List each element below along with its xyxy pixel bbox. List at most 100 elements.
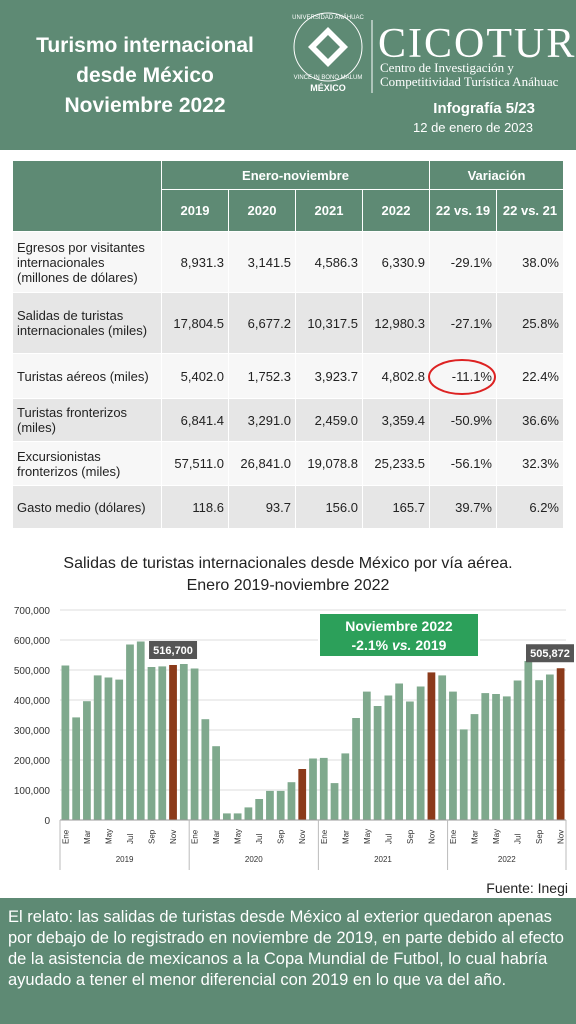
cell: 1,752.3 [228, 353, 296, 399]
cell: 3,141.5 [228, 231, 296, 293]
bar [502, 696, 511, 820]
annotation-text: -2.1% vs. 2019 [320, 636, 478, 655]
x-tick-label: Ene [61, 829, 70, 844]
column-header: 22 vs. 19 [429, 189, 497, 232]
row-label: Turistas fronterizos (miles) [12, 398, 162, 442]
row-label: Excursionistas fronterizos (miles) [12, 441, 162, 486]
x-tick-label: Nov [427, 830, 436, 844]
source: Fuente: Inegi [486, 880, 568, 896]
cell: 57,511.0 [161, 441, 229, 486]
y-tick-label: 500,000 [14, 666, 51, 677]
chart-title: Salidas de turistas internacionales desd… [63, 555, 513, 594]
logo-text: VINCE IN BONO MALUM [294, 75, 363, 81]
cell: 17,804.5 [161, 292, 229, 354]
x-tick-label: May [234, 829, 243, 844]
x-tick-label: Jul [384, 834, 393, 844]
bar [545, 674, 554, 820]
cell: 25,233.5 [362, 441, 430, 486]
cell: -27.1% [429, 292, 497, 354]
x-tick-label: Mar [83, 830, 92, 844]
text: vs. [391, 637, 412, 653]
highlight-circle [428, 359, 496, 395]
bar [535, 680, 543, 820]
bar [287, 782, 296, 820]
bar [309, 758, 317, 820]
column-header: 2022 [362, 189, 430, 232]
bar [459, 729, 468, 820]
text: 2019 [415, 637, 447, 653]
x-tick-label: Ene [449, 829, 458, 844]
logo-icon [316, 35, 340, 59]
bar [255, 799, 264, 820]
cell: 19,078.8 [295, 441, 363, 486]
cell: 6,330.9 [362, 231, 430, 293]
cell: 5,402.0 [161, 353, 229, 399]
bar [319, 757, 328, 820]
row-label: Salidas de turistas internacionales (mil… [12, 292, 162, 354]
tagline: Centro de Investigación y [380, 60, 514, 75]
value-label-box [149, 640, 198, 659]
row-label: Egresos por visitantes internacionales (… [12, 231, 162, 293]
bar [169, 664, 177, 820]
bar [233, 813, 242, 820]
bar [115, 679, 124, 820]
bar [330, 783, 339, 820]
bar [72, 717, 81, 820]
table-row: Salidas de turistas internacionales (mil… [12, 292, 564, 354]
group-header: Variación [429, 160, 564, 190]
bar [481, 693, 490, 820]
bar [384, 695, 393, 820]
date: 12 de enero de 2023 [413, 120, 533, 135]
column-header: 2021 [295, 189, 363, 232]
cell: 2,459.0 [295, 398, 363, 442]
group-label: 2020 [245, 855, 263, 864]
story: El relato: las salidas de turistas desde… [0, 898, 576, 1024]
cell: 165.7 [362, 485, 430, 529]
bar [136, 641, 145, 820]
bar [406, 701, 414, 820]
cell: 4,802.8 [362, 353, 430, 399]
bar [222, 813, 231, 820]
cell: 93.7 [228, 485, 296, 529]
logo-text: MÉXICO [310, 83, 346, 93]
y-tick-label: 200,000 [14, 756, 51, 767]
header: Turismo internacional desde México Novie… [0, 0, 576, 150]
bar [470, 714, 479, 820]
bar [556, 668, 565, 820]
column-header: 2020 [228, 189, 296, 232]
bar [427, 672, 436, 820]
cell: 3,923.7 [295, 353, 363, 399]
x-tick-label: Ene [191, 829, 200, 844]
annotation: Noviembre 2022 -2.1% vs. 2019 [318, 612, 480, 658]
logo-text: UNIVERSIDAD ANÁHUAC [292, 14, 364, 21]
highlight [428, 359, 496, 395]
group-label: 2022 [498, 855, 516, 864]
cell: 12,980.3 [362, 292, 430, 354]
bar [158, 666, 167, 820]
bar [201, 719, 210, 820]
bar [61, 665, 70, 820]
bar [126, 644, 134, 820]
bar [395, 683, 404, 820]
title-line: desde México [76, 64, 214, 87]
data-table: Enero-noviembre Variación 2019 2020 2021 2022… [12, 160, 564, 529]
column-header: 22 vs. 21 [496, 189, 564, 232]
corner [12, 160, 162, 232]
bar [524, 661, 533, 820]
bar [244, 807, 253, 820]
group-label: 2019 [116, 855, 134, 864]
cell: 26,841.0 [228, 441, 296, 486]
x-tick-label: Mar [470, 830, 479, 844]
x-tick-label: May [492, 829, 501, 844]
cell: 3,359.4 [362, 398, 430, 442]
bar [492, 694, 500, 820]
cell: 118.6 [161, 485, 229, 529]
bar [298, 769, 307, 820]
y-tick-label: 400,000 [14, 696, 51, 707]
bar [416, 686, 425, 820]
brand: CICOTUR [378, 21, 576, 67]
table-row: Gasto medio (dólares) 118.6 93.7 156.0 165.7… [12, 485, 564, 529]
issue: Infografía 5/23 [433, 100, 535, 117]
cell: 6.2% [496, 485, 564, 529]
